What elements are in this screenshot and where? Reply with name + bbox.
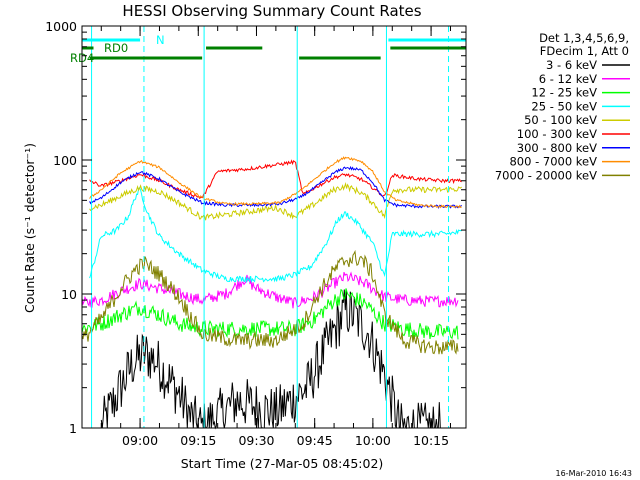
legend-label-50-100-kev-kev: 50 - 100 keV [524,113,597,127]
x-tick-label: 10:00 [355,433,391,448]
series-line-100-300-kev-kev [89,159,462,200]
x-tick-label: 09:15 [180,433,216,448]
legend-label-3-6-kev-kev: 3 - 6 keV [546,58,597,72]
legend: Det 1,3,4,5,6,9, FDecim 1, Att 0 3 - 6 k… [495,31,630,182]
x-tick-label: 10:15 [413,433,449,448]
generated-timestamp: 16-Mar-2010 16:43 [556,469,633,478]
y-axis: 1 10 100 1000 [45,19,466,436]
y-axis-label: Count Rate (s⁻¹ detector⁻¹) [22,143,37,313]
series-line-7000-20000-kev-kev [81,249,459,355]
plot-frame [81,25,467,429]
legend-label-800-7000-kev-kev: 800 - 7000 keV [509,155,597,169]
series-line-300-800-kev-kev [89,165,462,210]
x-tick-label: 09:30 [238,433,274,448]
legend-header-line-2: FDecim 1, Att 0 [540,44,629,58]
series-line-6-12-kev-kev [81,271,459,309]
series-line-12-25-kev-kev [81,288,459,340]
legend-label-300-800-kev-kev: 300 - 800 keV [517,141,597,155]
series-line-800-7000-kev-kev [89,156,462,209]
chart-title: HESSI Observing Summary Count Rates [122,2,421,20]
legend-label-25-50-kev-kev: 25 - 50 keV [531,99,597,113]
x-axis-label: Start Time (27-Mar-05 08:45:02) [181,456,384,471]
x-tick-label: 09:45 [297,433,333,448]
series-line-25-50-kev-kev [89,186,462,284]
legend-label-6-12-kev-kev: 6 - 12 keV [539,72,597,86]
legend-label-12-25-kev-kev: 12 - 25 keV [531,86,597,100]
state-label-rd0: RD0 [104,41,128,55]
y-tick-label: 100 [53,153,77,168]
y-tick-label: 1000 [45,19,77,34]
x-tick-label: 09:00 [122,433,158,448]
legend-header-line-1: Det 1,3,4,5,6,9, [539,31,629,45]
legend-label-7000-20000-kev-kev: 7000 - 20000 keV [495,168,597,182]
x-axis: 09:00 09:15 09:30 09:45 10:00 10:15 [100,26,451,448]
legend-label-100-300-kev-kev: 100 - 300 keV [517,127,597,141]
series-line-3-6-kev-kev [100,289,443,430]
y-tick-label: 10 [61,287,77,302]
y-tick-label: 1 [69,421,77,436]
state-label-n: N [156,33,165,47]
series-line-50-100-kev-kev [89,181,462,221]
